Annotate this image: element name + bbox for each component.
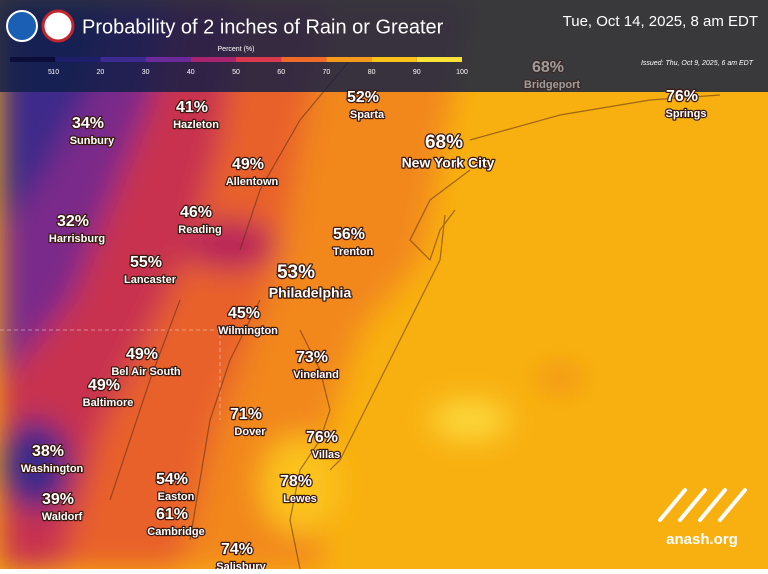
legend-tick: 90 xyxy=(413,69,421,76)
city-name: Salisbury xyxy=(216,561,266,569)
legend-tick: 100 xyxy=(456,69,468,76)
legend-tick: 20 xyxy=(97,69,105,76)
city-value: 39% xyxy=(42,491,74,508)
city-value: 52% xyxy=(347,89,379,106)
city-value: 56% xyxy=(333,226,365,243)
city-value: 54% xyxy=(156,471,188,488)
city-name: Allentown xyxy=(226,176,279,188)
city-name: Washington xyxy=(21,463,84,475)
city-name: Springs xyxy=(666,108,707,120)
legend-swatch xyxy=(10,57,56,62)
city-name: Easton xyxy=(158,491,195,503)
city-value: 53% xyxy=(277,262,315,283)
city-name: Trenton xyxy=(333,246,374,258)
city-value: 45% xyxy=(228,305,260,322)
city-name: Dover xyxy=(234,426,266,438)
city-name: Lewes xyxy=(283,493,317,505)
city-value: 34% xyxy=(72,115,104,132)
city-name: Bel Air South xyxy=(111,366,181,378)
city-name: Cambridge xyxy=(147,526,204,538)
header-bar xyxy=(0,0,768,92)
legend-tick: 70 xyxy=(323,69,331,76)
city-value: 68% xyxy=(532,59,564,76)
legend: 5 10 20 30 40 50 60 70 80 90 100 xyxy=(10,57,468,76)
city-name: Harrisburg xyxy=(49,233,105,245)
issued: Issued: Thu, Oct 9, 2025, 6 am EDT xyxy=(641,60,754,67)
city-name: Waldorf xyxy=(42,511,83,523)
title: Probability of 2 inches of Rain or Great… xyxy=(82,16,444,38)
city-value: 76% xyxy=(306,429,338,446)
city-name: Lancaster xyxy=(124,274,177,286)
city-name: Wilmington xyxy=(218,325,278,337)
city-name: Sunbury xyxy=(70,135,115,147)
watermark: anash.org xyxy=(658,488,747,548)
city-name: Hazleton xyxy=(173,119,219,131)
city-value: 49% xyxy=(88,377,120,394)
legend-swatch xyxy=(281,57,327,62)
legend-tick: 30 xyxy=(142,69,150,76)
city-name: Philadelphia xyxy=(269,285,352,301)
city-value: 41% xyxy=(176,99,208,116)
city-value: 55% xyxy=(130,254,162,271)
city-value: 68% xyxy=(425,132,463,153)
city-value: 46% xyxy=(180,204,212,221)
city-value: 32% xyxy=(57,213,89,230)
city-value: 78% xyxy=(280,473,312,490)
legend-tick: 40 xyxy=(187,69,195,76)
city-value: 61% xyxy=(156,506,188,523)
legend-tick: 80 xyxy=(368,69,376,76)
legend-tick: 5 xyxy=(48,69,52,76)
city-value: 74% xyxy=(221,541,253,558)
city-value: 49% xyxy=(232,156,264,173)
city-value: 73% xyxy=(296,349,328,366)
legend-tick: 10 xyxy=(51,69,59,76)
city-name: Villas xyxy=(312,449,341,461)
city-value: 76% xyxy=(666,88,698,105)
city-name: Bridgeport xyxy=(524,79,581,91)
city-value: 49% xyxy=(126,346,158,363)
city-value: 71% xyxy=(230,406,262,423)
city-name: Sparta xyxy=(350,109,385,121)
legend-swatch xyxy=(416,57,462,62)
legend-tick: 60 xyxy=(277,69,285,76)
legend-swatch xyxy=(236,57,282,62)
city-name: New York City xyxy=(402,155,495,171)
legend-swatch xyxy=(190,57,236,62)
date: Tue, Oct 14, 2025, 8 am EDT xyxy=(563,13,758,30)
legend-title: Percent (%) xyxy=(218,46,255,53)
header: Probability of 2 inches of Rain or Great… xyxy=(0,0,768,92)
legend-swatch xyxy=(55,57,101,62)
noaa-logo xyxy=(6,10,38,42)
legend-swatch xyxy=(371,57,417,62)
legend-swatch xyxy=(100,57,146,62)
watermark-text: anash.org xyxy=(666,531,738,548)
city-name: Vineland xyxy=(293,369,339,381)
city-value: 38% xyxy=(32,443,64,460)
legend-swatch xyxy=(326,57,372,62)
legend-tick: 50 xyxy=(232,69,240,76)
city-name: Reading xyxy=(178,224,221,236)
legend-swatch xyxy=(145,57,191,62)
nws-logo xyxy=(41,9,75,43)
city-labels: 68% Bridgeport 41% Hazleton 34% Sunbury 52% Spa… xyxy=(19,58,707,574)
city-name: Baltimore xyxy=(83,397,134,409)
